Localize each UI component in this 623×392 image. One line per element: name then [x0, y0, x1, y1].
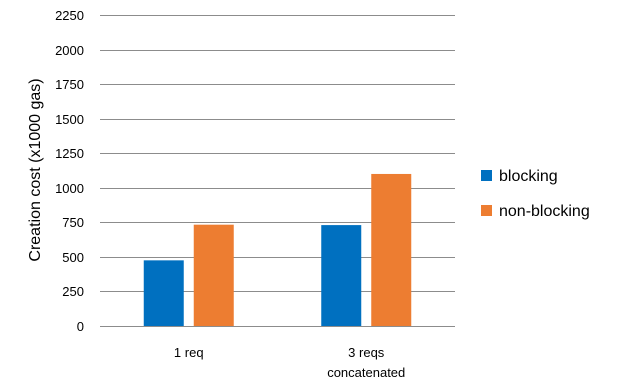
- category-labels: 1 req 3 reqs concatenated: [174, 345, 405, 380]
- legend-swatch: [481, 170, 492, 181]
- legend-label: non-blocking: [499, 203, 590, 220]
- bar-non-blocking: [371, 173, 412, 326]
- category-label: 1 req: [174, 345, 204, 360]
- legend: blocking non-blocking: [481, 168, 590, 220]
- legend-label: blocking: [499, 168, 558, 185]
- legend-swatch: [481, 205, 492, 216]
- y-tick-label: 250: [62, 284, 84, 299]
- y-tick-label: 1000: [55, 181, 84, 196]
- y-axis-title: Creation cost (x1000 gas): [27, 78, 44, 261]
- y-tick-label: 2000: [55, 43, 84, 58]
- bar-blocking: [143, 260, 184, 326]
- y-tick-label: 2250: [55, 8, 84, 23]
- y-tick-label: 1750: [55, 77, 84, 92]
- y-tick-label: 750: [62, 215, 84, 230]
- bar-blocking: [321, 225, 362, 326]
- y-tick-labels: 0 250 500 750 1000 1250 1500 1750 2000 2250: [55, 8, 84, 334]
- y-tick-label: 0: [77, 319, 84, 334]
- y-tick-label: 1250: [55, 146, 84, 161]
- y-tick-label: 1500: [55, 112, 84, 127]
- y-tick-label: 500: [62, 250, 84, 265]
- bar-non-blocking: [193, 224, 234, 326]
- bars: [143, 173, 412, 326]
- category-label: 3 reqs: [348, 345, 385, 360]
- category-label: concatenated: [327, 365, 405, 380]
